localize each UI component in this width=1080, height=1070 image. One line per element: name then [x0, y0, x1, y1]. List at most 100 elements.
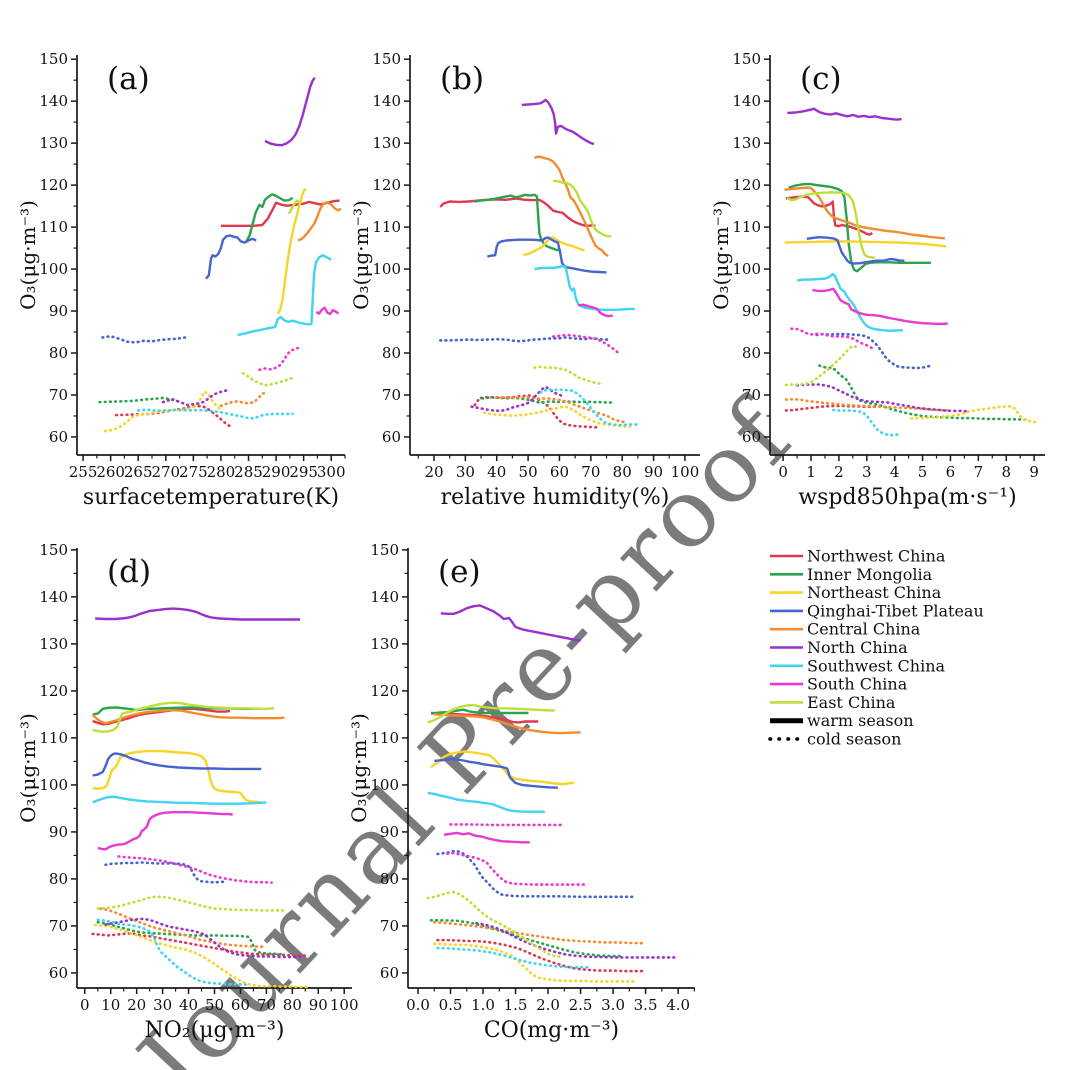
- y-axis-title-c: O₃(μg·m⁻³): [709, 200, 733, 310]
- e-series-northwest-china-warm: [430, 711, 539, 724]
- a-series-inner-mongolia-cold: [98, 396, 180, 404]
- x-tick-label: 5: [918, 463, 928, 481]
- d-series-northwest-china-cold: [91, 932, 307, 957]
- b-series-east-china-cold: [533, 365, 602, 385]
- legend-item-cold-season: cold season: [768, 730, 901, 749]
- c-series-central-china-cold: [784, 397, 950, 412]
- x-axis-title-d: NO₂(μg·m⁻³): [145, 1018, 285, 1043]
- d-series-qinghai-tibet-plateau-warm: [92, 752, 262, 777]
- c-series-east-china-cold: [784, 344, 859, 387]
- d-series-central-china-cold: [99, 907, 268, 948]
- panel-letter-d: (d): [107, 554, 151, 590]
- y-tick-label: 70: [382, 386, 401, 404]
- e-series-qinghai-tibet-plateau-cold: [436, 849, 638, 899]
- b-series-inner-mongolia-cold: [479, 395, 615, 405]
- x-tick-label: 40: [179, 996, 198, 1014]
- y-tick-label: 140: [370, 588, 399, 606]
- x-tick-label: 50: [519, 463, 538, 481]
- x-tick-label: 2.5: [569, 996, 593, 1014]
- y-tick-label: 140: [39, 588, 68, 606]
- legend-item-northwest-china: Northwest China: [770, 547, 946, 566]
- x-tick-label: 4.0: [666, 996, 690, 1014]
- y-tick-label: 130: [732, 134, 761, 152]
- y-tick-label: 130: [370, 635, 399, 653]
- y-tick-label: 100: [39, 776, 68, 794]
- d-series-northeast-china-warm: [92, 749, 262, 804]
- y-tick-label: 110: [39, 218, 68, 236]
- legend-item-warm-season: warm season: [770, 711, 914, 730]
- y-tick-label: 70: [380, 917, 399, 935]
- legend-label-qinghai-tibet-plateau: Qinghai-Tibet Plateau: [807, 601, 984, 620]
- x-axis-title-a: surfacetemperature(K): [83, 485, 339, 510]
- y-tick-label: 80: [49, 344, 68, 362]
- e-series-southwest-china-cold: [436, 946, 592, 969]
- a-series-north-china-warm: [264, 77, 316, 147]
- a-series-qinghai-tibet-plateau-cold: [101, 334, 187, 344]
- d-series-north-china-cold: [104, 917, 302, 959]
- y-tick-label: 140: [372, 92, 401, 110]
- e-series-qinghai-tibet-plateau-warm: [434, 757, 558, 789]
- d-series-northeast-china-cold: [93, 923, 312, 989]
- legend-item-central-china: Central China: [770, 620, 921, 639]
- legend-label-central-china: Central China: [807, 620, 921, 639]
- legend-label-northeast-china: Northeast China: [807, 583, 942, 602]
- y-tick-label: 100: [370, 776, 399, 794]
- c-series-qinghai-tibet-plateau-warm: [806, 235, 905, 265]
- y-tick-label: 60: [49, 428, 68, 446]
- panel-e: 0.0 0.5 1.0 1.5 2.0 2.5 3.0 3.5 4.0 60 70 80 90 100 11…: [347, 541, 695, 1043]
- x-axis-title-b: relative humidity(%): [441, 485, 670, 510]
- y-tick-label: 100: [732, 260, 761, 278]
- x-tick-label: 30: [456, 463, 475, 481]
- y-tick-label: 60: [380, 964, 399, 982]
- x-tick-label: 100: [671, 463, 700, 481]
- x-tick-label: 2.0: [536, 996, 560, 1014]
- x-axis-title-c: wspd850hpa(m·s⁻¹): [798, 485, 1016, 510]
- b-series-southwest-china-warm: [534, 264, 635, 311]
- x-tick-label: 3: [862, 463, 872, 481]
- x-tick-label: 285: [234, 463, 263, 481]
- e-series-east-china-warm: [427, 703, 555, 724]
- d-series-southwest-china-warm: [92, 795, 267, 805]
- x-tick-label: 295: [289, 463, 318, 481]
- legend-item-east-china: East China: [770, 693, 896, 712]
- a-series-central-china-warm: [297, 201, 342, 242]
- d-series-north-china-warm: [95, 607, 301, 621]
- x-tick-label: 60: [550, 463, 569, 481]
- panel-d: 0 10 20 30 40 50 60 70 80 90 100607080901001101201…: [16, 541, 359, 1043]
- x-tick-label: 20: [424, 463, 443, 481]
- x-tick-label: 2: [834, 463, 844, 481]
- x-tick-label: 290: [262, 463, 291, 481]
- b-series-inner-mongolia-warm: [474, 193, 562, 252]
- a-series-east-china-cold: [241, 371, 294, 387]
- c-series-southwest-china-cold: [831, 408, 901, 437]
- y-tick-label: 120: [370, 682, 399, 700]
- b-series-qinghai-tibet-plateau-cold: [438, 336, 612, 343]
- y-tick-label: 70: [49, 386, 68, 404]
- x-tick-label: 0.0: [406, 996, 430, 1014]
- legend-item-southwest-china: Southwest China: [770, 656, 945, 675]
- a-series-south-china-cold: [258, 346, 303, 372]
- panel-b: 20 30 40 50 60 70 80 90 100 60 70 80 90 100 110 120 130 1…: [349, 50, 700, 510]
- y-tick-label: 80: [49, 870, 68, 888]
- a-series-south-china-warm: [315, 306, 340, 316]
- c-series-central-china-warm: [784, 186, 946, 240]
- a-series-northeast-china-cold: [103, 389, 223, 433]
- y-tick-label: 130: [39, 635, 68, 653]
- legend-label-inner-mongolia: Inner Mongolia: [807, 565, 933, 584]
- y-tick-label: 130: [39, 134, 68, 152]
- d-series-south-china-cold: [117, 855, 273, 885]
- x-tick-label: 4: [890, 463, 900, 481]
- x-tick-label: 1: [806, 463, 816, 481]
- y-tick-label: 130: [372, 134, 401, 152]
- x-tick-label: 3.0: [601, 996, 625, 1014]
- y-tick-label: 90: [742, 302, 761, 320]
- legend-label-north-china: North China: [807, 638, 908, 657]
- e-series-northeast-china-cold: [432, 942, 638, 983]
- e-series-north-china-cold: [475, 921, 677, 959]
- y-tick-label: 80: [380, 870, 399, 888]
- y-tick-label: 60: [742, 428, 761, 446]
- legend-item-northeast-china: Northeast China: [770, 583, 942, 602]
- c-series-inner-mongolia-warm: [788, 182, 931, 273]
